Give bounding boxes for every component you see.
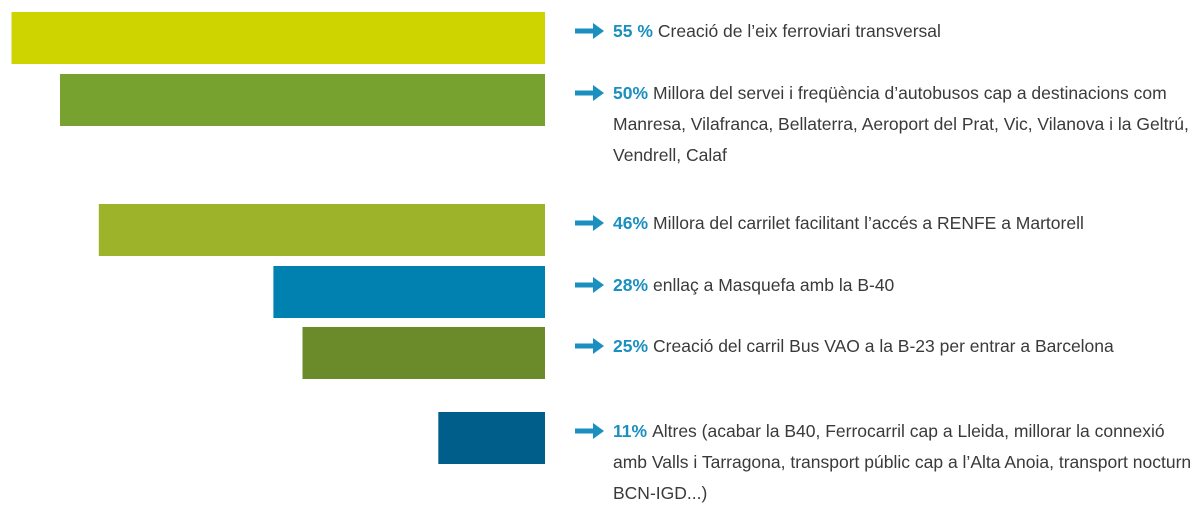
category-label: Altres (acabar la B40, Ferrocarril cap a…	[613, 421, 1192, 503]
arrow-icon	[575, 423, 604, 439]
category-label: Creació de l’eix ferroviari transversal	[657, 21, 941, 41]
row-label: 46% Millora del carrilet facilitant l’acc…	[613, 208, 1201, 239]
bar	[98, 204, 546, 256]
arrow-icon	[575, 215, 604, 231]
bar	[60, 74, 545, 126]
value-label: 25%	[613, 336, 649, 356]
category-label: Millora del carrilet facilitant l’accés …	[653, 213, 1084, 233]
bar	[302, 327, 545, 379]
arrow-icon	[575, 277, 604, 293]
category-label: enllaç a Masquefa amb la B-40	[653, 275, 895, 295]
value-label: 46%	[613, 213, 649, 233]
row-label: 28% enllaç a Masquefa amb la B-40	[613, 270, 1201, 301]
arrow-icon	[575, 338, 604, 354]
value-label: 11%	[613, 421, 648, 441]
bar	[11, 12, 545, 64]
row-label: 11% Altres (acabar la B40, Ferrocarril ca…	[613, 416, 1201, 509]
row-label: 50% Millora del servei i freqüència d’aut…	[613, 78, 1201, 171]
row-label: 55 % Creació de l’eix ferroviari transver…	[613, 16, 1201, 47]
value-label: 55 %	[613, 21, 653, 41]
category-label: Creació del carril Bus VAO a la B-23 per…	[653, 336, 1114, 356]
value-label: 50%	[613, 83, 649, 103]
arrow-icon	[575, 23, 604, 39]
arrow-icon	[575, 85, 604, 101]
bar	[438, 412, 545, 464]
category-label: Millora del servei i freqüència d’autobu…	[613, 83, 1189, 165]
row-label: 25% Creació del carril Bus VAO a la B-23 …	[613, 331, 1201, 362]
bar	[273, 266, 545, 318]
value-label: 28%	[613, 275, 649, 295]
